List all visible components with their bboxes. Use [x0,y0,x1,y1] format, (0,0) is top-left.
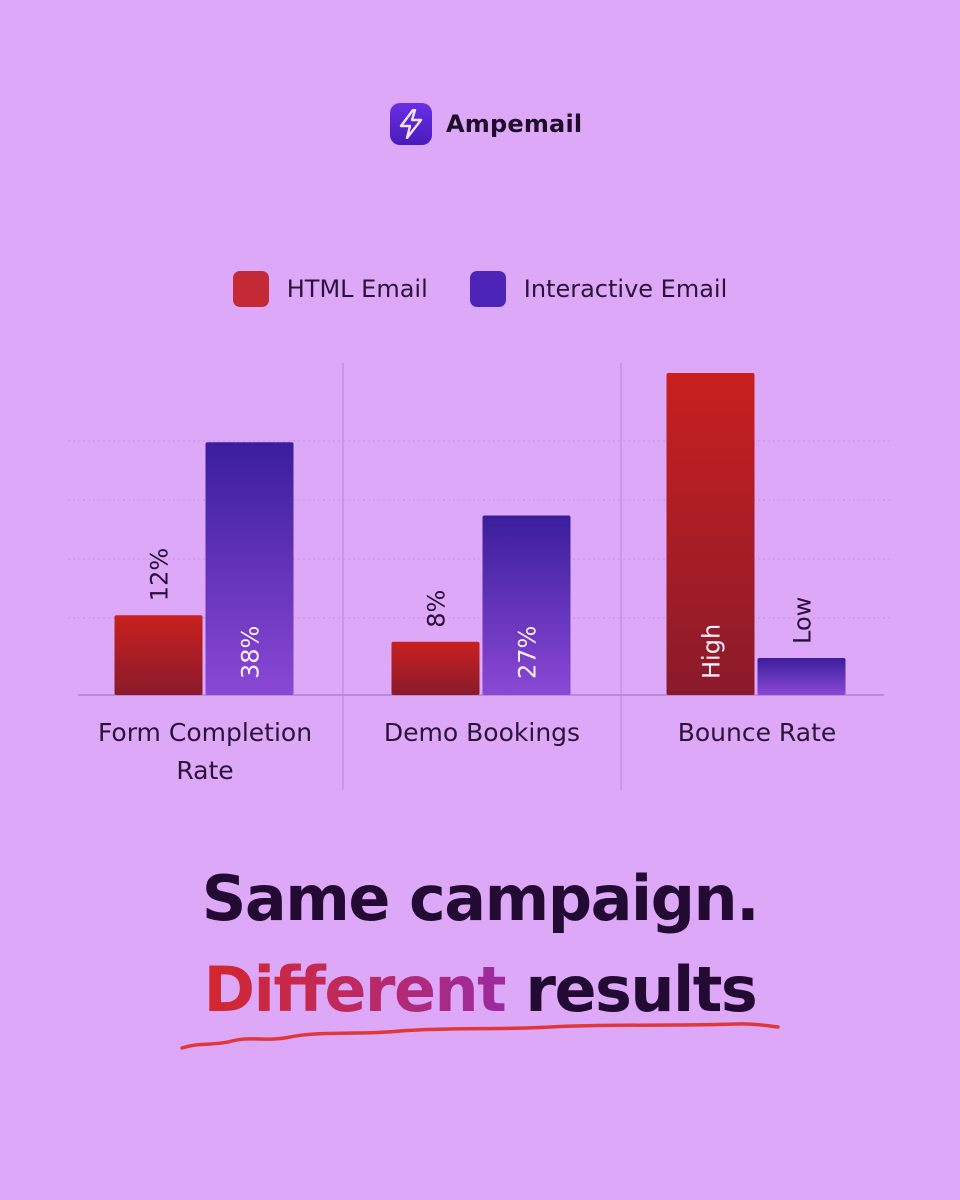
legend-item-html-email: HTML Email [232,271,428,307]
legend-item-interactive-email: Interactive Email [469,271,728,307]
bar-value-label: High [698,624,726,679]
bar-chart: 12% 38% 8% 27% High Low Form Completion Rate De… [68,363,892,790]
bar-html-form-completion-rate [114,615,203,695]
bar-html-demo-bookings [391,641,480,695]
brand-logo: Ampemail [390,102,582,146]
bar-value-label: 27% [514,626,542,679]
headline-rest: results [505,953,757,1026]
category-label: Rate [176,756,233,785]
legend-swatch-html-email [232,271,269,307]
legend-label-interactive-email: Interactive Email [523,275,728,303]
lightning-bolt-icon [390,103,432,145]
legend-label-html-email: HTML Email [286,275,428,303]
headline-line-1: Same campaign. [201,862,760,935]
headline-accent-word: Different [203,953,507,1026]
category-label: Demo Bookings [384,718,580,747]
bar-interactive-bounce-rate [757,658,846,695]
bar-value-label: 12% [146,548,174,601]
category-label: Bounce Rate [678,718,837,747]
bar-value-label: 38% [237,626,265,679]
legend-swatch-interactive-email [469,271,506,307]
category-label: Form Completion [98,718,312,747]
chart-legend: HTML Email Interactive Email [0,271,960,307]
brand-name: Ampemail [446,110,583,138]
bar-html-bounce-rate [666,373,755,695]
bar-value-label: 8% [423,590,451,628]
headline-line-2: Different results [0,953,960,1026]
bar-interactive-demo-bookings [482,515,571,695]
bar-value-label: Low [789,597,817,644]
bar-interactive-form-completion-rate [205,442,294,695]
